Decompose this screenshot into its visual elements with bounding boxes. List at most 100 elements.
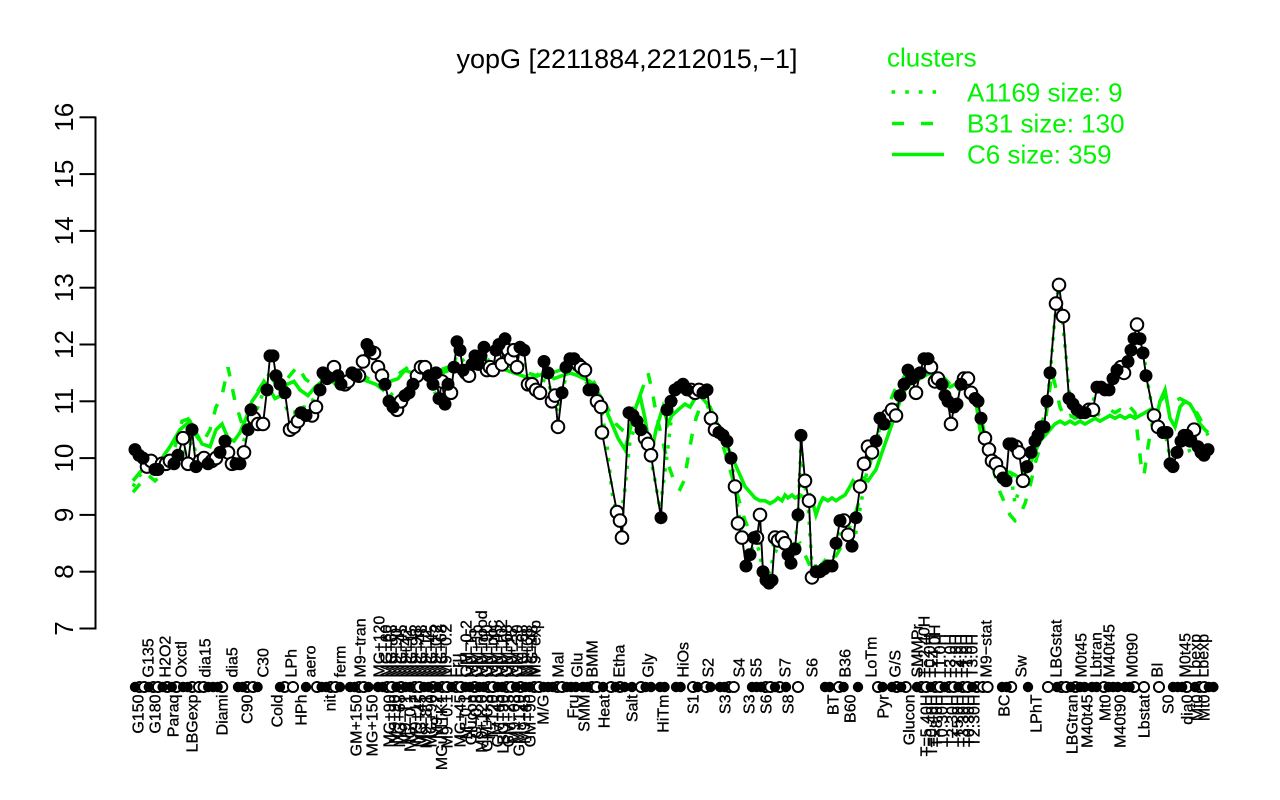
svg-text:Diami: Diami bbox=[215, 695, 232, 736]
svg-text:T=4.0H: T=4.0H bbox=[927, 625, 944, 678]
svg-text:C30: C30 bbox=[256, 648, 273, 677]
svg-text:14: 14 bbox=[49, 216, 79, 245]
svg-text:M40t45: M40t45 bbox=[1080, 694, 1097, 747]
svg-text:MG−0.1: MG−0.1 bbox=[403, 694, 420, 751]
svg-text:M9−0.1: M9−0.1 bbox=[440, 694, 457, 748]
svg-text:MG+48: MG+48 bbox=[525, 624, 542, 677]
svg-text:MG+90: MG+90 bbox=[382, 694, 399, 747]
svg-text:LBG+90: LBG+90 bbox=[496, 694, 513, 753]
svg-text:M0t90: M0t90 bbox=[1125, 633, 1142, 678]
svg-text:12: 12 bbox=[49, 330, 79, 359]
svg-text:M/G: M/G bbox=[536, 695, 553, 725]
svg-text:Lbstat: Lbstat bbox=[1137, 694, 1154, 738]
svg-text:M0t45: M0t45 bbox=[1178, 633, 1195, 678]
svg-text:M9+45: M9+45 bbox=[517, 694, 534, 743]
svg-text:MG+120: MG+120 bbox=[372, 616, 389, 678]
svg-text:GM+150: GM+150 bbox=[349, 694, 366, 756]
svg-text:GM+68: GM+68 bbox=[499, 624, 516, 677]
svg-text:T4.0H: T4.0H bbox=[954, 634, 971, 678]
svg-text:Fru: Fru bbox=[566, 695, 583, 719]
svg-text:M9−tran: M9−tran bbox=[353, 618, 370, 677]
svg-text:C6 size: 359: C6 size: 359 bbox=[967, 140, 1112, 170]
svg-text:S4: S4 bbox=[732, 658, 749, 678]
svg-text:Oxctl: Oxctl bbox=[174, 641, 191, 677]
svg-text:S3: S3 bbox=[718, 694, 735, 714]
svg-text:MG+68: MG+68 bbox=[384, 624, 401, 677]
svg-text:Mt0: Mt0 bbox=[1190, 694, 1207, 721]
svg-text:MG+68: MG+68 bbox=[392, 694, 409, 747]
svg-text:MG+60: MG+60 bbox=[379, 624, 396, 677]
svg-text:dia0: dia0 bbox=[1180, 694, 1197, 724]
svg-text:M9+12: M9+12 bbox=[408, 694, 425, 743]
svg-text:GM+45: GM+45 bbox=[489, 624, 506, 677]
svg-text:Fru: Fru bbox=[454, 654, 471, 678]
svg-text:yopG [2211884,2212015,−1]: yopG [2211884,2212015,−1] bbox=[456, 44, 797, 74]
svg-text:GM+25: GM+25 bbox=[501, 694, 518, 747]
svg-text:M9+25: M9+25 bbox=[504, 628, 521, 677]
svg-text:Lbexp: Lbexp bbox=[1188, 634, 1205, 678]
svg-text:M9−90: M9−90 bbox=[389, 628, 406, 677]
svg-text:S1: S1 bbox=[686, 694, 703, 714]
svg-text:T=5.40H: T=5.40H bbox=[919, 695, 936, 757]
svg-text:T5.0H: T5.0H bbox=[950, 695, 967, 739]
svg-text:Sw: Sw bbox=[1014, 655, 1031, 678]
svg-text:9: 9 bbox=[49, 508, 79, 522]
svg-text:Etha: Etha bbox=[612, 644, 629, 677]
svg-text:G135: G135 bbox=[141, 638, 158, 677]
svg-text:M9−stat: M9−stat bbox=[979, 620, 996, 678]
svg-text:LBGtran: LBGtran bbox=[1065, 695, 1082, 755]
svg-text:HPh: HPh bbox=[294, 695, 311, 726]
svg-text:C90: C90 bbox=[240, 694, 257, 723]
svg-text:Lbtran: Lbtran bbox=[1089, 632, 1106, 677]
svg-text:Pyr: Pyr bbox=[876, 694, 893, 719]
svg-text:BMM: BMM bbox=[585, 640, 602, 677]
svg-text:LBGexp: LBGexp bbox=[185, 694, 202, 752]
svg-text:16: 16 bbox=[49, 103, 79, 132]
svg-text:T=2.40H: T=2.40H bbox=[917, 616, 934, 678]
svg-text:S3: S3 bbox=[742, 694, 759, 714]
svg-text:G150: G150 bbox=[131, 694, 148, 733]
svg-text:ferm: ferm bbox=[333, 646, 350, 678]
svg-text:S6: S6 bbox=[805, 658, 822, 678]
svg-text:GM+45: GM+45 bbox=[490, 694, 507, 747]
svg-text:GM+90: GM+90 bbox=[479, 624, 496, 677]
svg-text:Heat: Heat bbox=[597, 694, 614, 728]
svg-text:MG+68: MG+68 bbox=[514, 624, 531, 677]
svg-text:MG+68: MG+68 bbox=[434, 624, 451, 677]
svg-text:T2.30H: T2.30H bbox=[967, 695, 984, 747]
svg-text:LoTm: LoTm bbox=[864, 637, 881, 678]
svg-text:S0: S0 bbox=[1161, 694, 1178, 714]
svg-text:10: 10 bbox=[49, 444, 79, 473]
svg-text:G180: G180 bbox=[148, 694, 165, 733]
svg-text:M40t90: M40t90 bbox=[1113, 694, 1130, 747]
svg-text:HiTm: HiTm bbox=[656, 695, 673, 733]
svg-text:T=0.40H: T=0.40H bbox=[924, 695, 941, 757]
svg-text:Cold: Cold bbox=[270, 695, 287, 728]
svg-text:MG+48: MG+48 bbox=[414, 624, 431, 677]
svg-text:T1.0H: T1.0H bbox=[959, 634, 976, 678]
svg-text:T=120: T=120 bbox=[485, 694, 502, 740]
svg-text:S6: S6 bbox=[759, 694, 776, 714]
svg-text:S5: S5 bbox=[749, 658, 766, 678]
svg-text:MG+45: MG+45 bbox=[394, 624, 411, 677]
svg-text:T0.30H: T0.30H bbox=[935, 695, 952, 747]
svg-text:T1.0H: T1.0H bbox=[933, 634, 950, 678]
svg-text:SMMPr: SMMPr bbox=[910, 624, 927, 678]
svg-text:13: 13 bbox=[49, 273, 79, 302]
svg-text:Mal: Mal bbox=[551, 652, 568, 678]
svg-text:GM+0.8: GM+0.8 bbox=[479, 694, 496, 751]
svg-text:T2.0H: T2.0H bbox=[948, 634, 965, 678]
svg-text:nit: nit bbox=[323, 694, 340, 711]
svg-text:M9...2: M9...2 bbox=[429, 694, 446, 739]
svg-text:M9−T1: M9−T1 bbox=[397, 694, 414, 744]
svg-text:M40t45: M40t45 bbox=[1102, 624, 1119, 677]
svg-text:T=8.0H: T=8.0H bbox=[929, 695, 946, 748]
svg-text:GM−0.2: GM−0.2 bbox=[459, 620, 476, 677]
svg-text:T3.0H: T3.0H bbox=[943, 634, 960, 678]
svg-text:Salt: Salt bbox=[625, 694, 642, 722]
svg-text:MG+45: MG+45 bbox=[413, 694, 430, 747]
svg-text:Lbexp: Lbexp bbox=[1196, 634, 1213, 678]
svg-text:MGuNTK1: MGuNTK1 bbox=[434, 694, 451, 770]
svg-text:GM+1b: GM+1b bbox=[469, 624, 486, 677]
svg-text:BC: BC bbox=[997, 695, 1014, 717]
